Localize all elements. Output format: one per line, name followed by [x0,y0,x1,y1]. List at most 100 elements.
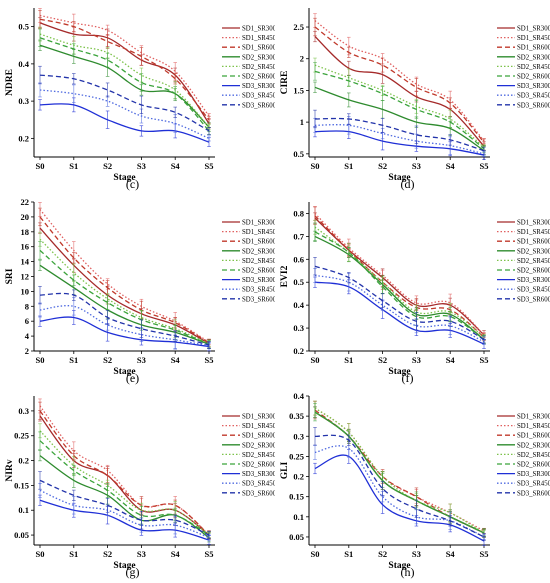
series-line-c-sd3_sr600 [39,74,210,132]
series-line-c-sd1_sr300 [39,22,210,124]
legend-label-c: SD2_SR600 [242,74,275,81]
y-tick-label-e: 18 [21,227,30,237]
series-line-c-sd3_sr450 [39,89,210,139]
chart-panel-g: 0.05 0.1 0.15 0.2 0.25 0.3 S0 S1 S2 S3 S4 S5 Stage NI… [0,388,275,582]
y-tick-label-f: 0.2 [293,346,304,356]
y-tick-label-g: 0.15 [14,480,29,490]
y-tick-label-c: 0.4 [18,59,29,69]
legend-label-c: SD1_SR600 [242,45,275,52]
x-tick-label-g: S3 [137,549,146,559]
y-tick-label-f: 0.3 [293,323,304,333]
y-tick-label-e: 14 [21,257,30,267]
series-line-c-sd2_sr300 [39,44,210,128]
y-tick-label-d: 1 [300,117,304,127]
y-tick-label-g: 0.1 [18,505,29,515]
chart-panel-e: 2 4 6 8 10 12 14 16 18 20 22 S0 S1 S2 S3 S4 S5 Stage SRI SD… [0,194,275,388]
legend-label-c: SD2_SR300 [242,54,275,61]
y-tick-label-e: 16 [21,242,30,252]
x-tick-label-d: S3 [412,161,421,171]
legend-label-g: SD1_SR600 [242,433,275,440]
y-tick-label-e: 6 [25,316,29,326]
panel-label-f: (f) [402,371,414,385]
x-tick-label-d: S1 [344,161,353,171]
x-tick-label-c: S4 [171,161,181,171]
y-tick-label-d: 2 [300,54,304,64]
legend-label-g: SD2_SR450 [242,452,275,459]
legend-label-e: SD3_SR450 [242,287,275,294]
y-axis-title-c: NDRE [5,69,15,96]
legend-label-d: SD2_SR600 [517,74,550,81]
legend-label-h: SD2_SR600 [517,462,550,469]
legend-label-d: SD1_SR450 [517,35,550,42]
y-tick-label-h: 0.35 [289,411,304,421]
y-axis-title-h: GLI [280,461,290,479]
x-tick-label-f: S5 [480,355,489,365]
x-tick-label-h: S2 [378,549,387,559]
x-tick-label-h: S1 [344,549,353,559]
y-tick-label-f: 0.6 [293,254,304,264]
series-line-d-sd3_sr450 [314,124,485,155]
y-tick-label-g: 0.3 [18,406,29,416]
x-tick-label-h: S4 [446,549,456,559]
series-line-h-sd2_sr450 [314,407,485,534]
x-tick-label-c: S1 [69,161,78,171]
y-tick-label-h: 0.2 [293,472,304,482]
chart-svg-c: 0.2 0.3 0.4 0.5 S0 S1 S2 S3 S4 S5 Stage NDRE SD1_SR3… [5,8,275,191]
legend-label-d: SD1_SR300 [517,26,550,33]
series-line-h-sd2_sr300 [314,411,485,534]
series-line-c-sd3_sr300 [39,103,210,143]
panel-label-c: (c) [126,177,139,191]
x-tick-label-d: S4 [446,161,456,171]
y-tick-label-f: 0.4 [293,300,304,310]
legend-label-h: SD1_SR600 [517,433,550,440]
x-tick-label-f: S3 [412,355,421,365]
x-axis-title-d: Stage [388,173,410,183]
legend-label-g: SD2_SR300 [242,442,275,449]
series-line-g-sd3_sr600 [39,479,210,536]
series-line-f-sd2_sr600 [314,231,485,341]
series-line-g-sd2_sr450 [39,430,210,536]
series-line-e-sd3_sr600 [39,292,210,346]
series-line-e-sd2_sr600 [39,249,210,345]
series-line-c-sd1_sr600 [39,18,210,121]
y-tick-label-e: 20 [21,212,30,222]
y-tick-label-h: 0.1 [293,512,304,522]
y-tick-label-c: 0.3 [18,96,29,106]
legend-label-h: SD2_SR300 [517,442,550,449]
legend-label-f: SD3_SR450 [517,287,550,294]
x-tick-label-h: S5 [480,549,489,559]
legend-label-g: SD3_SR300 [242,471,275,478]
series-line-g-sd3_sr300 [39,499,210,541]
legend-label-g: SD3_SR450 [242,481,275,488]
legend-label-g: SD1_SR300 [242,414,275,421]
series-line-d-sd1_sr600 [314,26,485,143]
x-axis-title-e: Stage [113,367,135,377]
legend-label-c: SD1_SR450 [242,35,275,42]
x-tick-label-e: S5 [205,355,214,365]
legend-label-f: SD3_SR600 [517,296,550,303]
series-line-f-sd2_sr300 [314,235,485,341]
legend-label-e: SD3_SR300 [242,277,275,284]
x-tick-label-h: S0 [311,549,320,559]
x-tick-label-f: S4 [446,355,456,365]
legend-label-g: SD2_SR600 [242,462,275,469]
chart-panel-d: 0.5 1 1.5 2 2.5 S0 S1 S2 S3 S4 S5 Stage CIRE SD1_SR30… [275,0,550,194]
chart-svg-d: 0.5 1 1.5 2 2.5 S0 S1 S2 S3 S4 S5 Stage CIRE SD1_SR30… [280,8,550,191]
legend-label-e: SD2_SR450 [242,258,275,265]
y-tick-label-e: 12 [21,272,30,282]
series-line-h-sd2_sr600 [314,411,485,534]
chart-svg-f: 0.2 0.3 0.4 0.5 0.6 0.7 0.8 S0 S1 S2 S3 S4 S5 Stage EV… [280,202,550,385]
series-line-e-sd1_sr300 [39,227,210,345]
x-tick-label-e: S1 [69,355,78,365]
y-tick-label-g: 0.25 [14,431,29,441]
x-tick-label-e: S3 [137,355,146,365]
y-tick-label-e: 22 [21,197,30,207]
legend-label-g: SD1_SR450 [242,423,275,430]
series-line-d-sd1_sr450 [314,20,485,142]
x-tick-label-g: S1 [69,549,78,559]
x-axis-title-f: Stage [388,367,410,377]
legend-label-e: SD2_SR600 [242,268,275,275]
legend-label-f: SD1_SR600 [517,239,550,246]
legend-label-e: SD1_SR450 [242,229,275,236]
y-tick-label-c: 0.2 [18,133,29,143]
